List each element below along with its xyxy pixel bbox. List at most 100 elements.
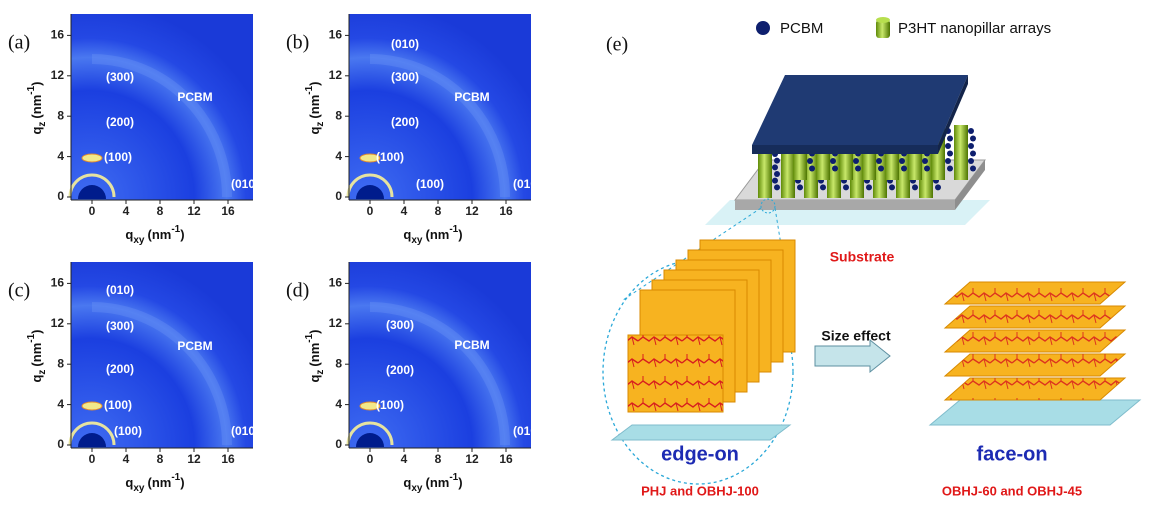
pcbm-dot [924,166,930,172]
label-part: (nm [29,95,44,119]
pcbm-dot [820,184,826,190]
y-tick-label: 16 [51,276,65,290]
peak-label: (010) [231,424,259,438]
edge-on-caption: PHJ and OBHJ-100 [641,483,759,498]
x-tick-label: 8 [435,204,442,218]
giwaxs-panel: (d)04812160481216qxy(nm-1)qz(nm-1)(300)P… [286,262,541,494]
label-part: z [315,370,326,375]
x-axis-label: qxy(nm-1) [403,224,462,246]
y-tick-label: 16 [329,28,343,42]
peak-label: (010) [231,177,259,191]
label-part: (nm [147,227,171,242]
peak-label: (200) [386,363,414,377]
peak-label: (200) [106,115,134,129]
edge-on-base [612,425,790,440]
edge-on-label: edge-on [661,443,739,465]
label-part: q [307,375,322,383]
edge-on-stack [628,240,795,412]
pcbm-dot [970,151,976,157]
x-tick-label: 8 [157,204,164,218]
peak-label: (300) [386,318,414,332]
peak-label: (100) [114,424,142,438]
pillar [781,148,795,198]
arrow [815,340,890,372]
peak-label: PCBM [454,338,489,352]
pcbm-dot [774,184,780,190]
pcbm-dot [968,143,974,149]
peak-label: (010) [106,283,134,297]
giwaxs-panel: (c)04812160481216qxy(nm-1)qz(nm-1)(010)(… [8,262,259,494]
chain-pattern [945,306,1125,328]
label-part: q [403,227,411,242]
label-part: xy [133,235,145,246]
pcbm-dot [772,164,778,170]
y-tick-label: 0 [335,189,342,203]
pcbm-dot [843,184,849,190]
y-tick-label: 12 [329,68,343,82]
x-tick-label: 12 [465,452,479,466]
peak-label: (100) [416,177,444,191]
x-tick-label: 4 [123,204,130,218]
peak-spot [82,154,102,162]
pcbm-dot [889,184,895,190]
top-electrode [752,75,968,145]
pcbm-dot [797,184,803,190]
pcbm-dot [922,158,928,164]
pcbm-dot [935,184,941,190]
label-part: q [29,375,44,383]
pcbm-dot [807,158,813,164]
pcbm-dot [832,166,838,172]
chain-pattern [945,282,1125,304]
label-part: (nm [307,95,322,119]
chain-pattern [628,335,723,412]
x-tick-label: 0 [367,204,374,218]
x-tick-label: 12 [187,452,201,466]
label-part: z [37,370,48,375]
x-tick-label: 4 [123,452,130,466]
label-part: q [307,127,322,135]
schematic: (e) PCBM P3HT nanopillar arrays Substrat… [603,17,1140,498]
face-on-stack [945,282,1125,400]
pcbm-dot [809,166,815,172]
y-tick-label: 8 [335,356,342,370]
chain-pattern [945,354,1125,376]
y-tick-label: 16 [51,28,65,42]
label-part: q [403,475,411,490]
pcbm-dot [970,136,976,142]
y-axis-label: qz(nm-1) [304,81,326,134]
x-tick-label: 4 [401,204,408,218]
y-tick-label: 4 [335,149,342,163]
label-part: xy [133,483,145,494]
label-part: ) [180,227,184,242]
pcbm-dot [899,158,905,164]
label-part: xy [411,483,423,494]
peak-spot [82,402,102,410]
x-tick-label: 12 [187,204,201,218]
label-part: z [37,122,48,127]
label-part: xy [411,235,423,246]
label-part: ) [29,329,44,333]
pcbm-dot [866,184,872,190]
y-axis-label: qz(nm-1) [26,81,48,134]
pcbm-dot [901,166,907,172]
chain-pattern [945,378,1125,400]
peak-label: (010) [391,37,419,51]
label-part: ) [180,475,184,490]
label-part: (nm [425,227,449,242]
y-tick-label: 16 [329,276,343,290]
x-tick-label: 0 [89,204,96,218]
label-part: z [315,122,326,127]
pcbm-dot [774,171,780,177]
x-tick-label: 16 [499,204,513,218]
y-tick-label: 12 [329,316,343,330]
label-part: q [125,475,133,490]
x-tick-label: 8 [435,452,442,466]
substrate-label: Substrate [830,249,895,265]
pcbm-dot [774,158,780,164]
peak-label: PCBM [177,339,212,353]
pcbm-dot [970,166,976,172]
y-tick-label: 4 [57,149,64,163]
x-tick-label: 0 [89,452,96,466]
